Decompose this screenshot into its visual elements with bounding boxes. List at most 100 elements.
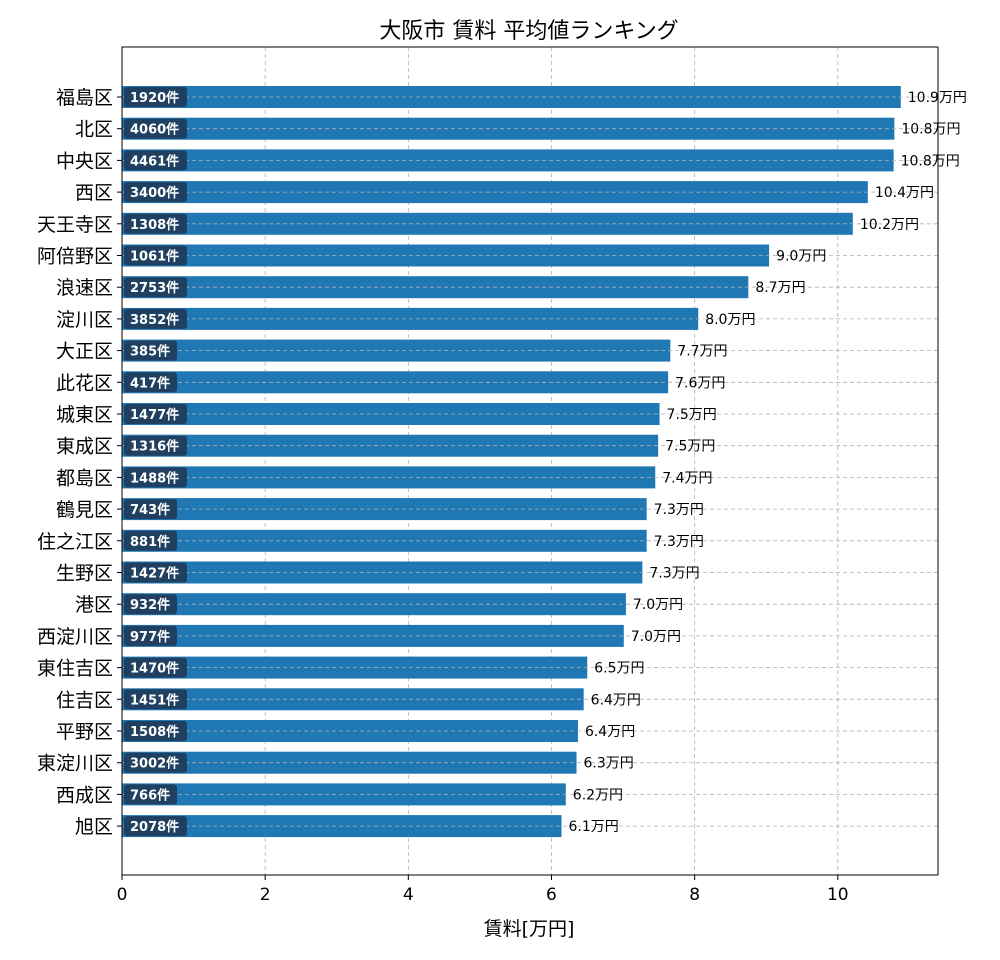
count-label: 881件 xyxy=(130,534,170,550)
y-tick-label: 西淀川区 xyxy=(37,626,113,648)
y-tick-label: 西区 xyxy=(75,182,113,204)
value-label: 7.6万円 xyxy=(675,375,725,391)
y-tick-label: 西成区 xyxy=(56,784,113,806)
value-label: 8.7万円 xyxy=(755,280,805,296)
count-badge xyxy=(124,277,187,298)
count-label: 932件 xyxy=(130,597,170,613)
count-label: 4461件 xyxy=(130,153,179,169)
y-tick-label: 城東区 xyxy=(56,404,113,426)
value-label: 7.0万円 xyxy=(631,629,681,645)
value-label: 6.3万円 xyxy=(584,756,634,772)
x-axis-ticks: 0 2 4 6 8 10 xyxy=(117,875,849,905)
count-badge xyxy=(124,784,177,805)
value-label: 6.4万円 xyxy=(591,692,641,708)
x-tick-label: 6 xyxy=(546,885,557,905)
value-label: 7.3万円 xyxy=(654,534,704,550)
y-tick-label: 旭区 xyxy=(75,816,113,838)
count-label: 3852件 xyxy=(130,312,179,328)
count-badge xyxy=(124,372,177,393)
x-tick-label: 0 xyxy=(117,885,128,905)
value-label: 6.5万円 xyxy=(594,661,644,677)
y-tick-label: 住吉区 xyxy=(56,689,113,711)
count-badge xyxy=(124,118,187,139)
y-tick-label: 住之江区 xyxy=(37,531,113,553)
value-label: 10.8万円 xyxy=(901,122,960,138)
value-label: 7.3万円 xyxy=(654,502,704,518)
count-badge xyxy=(124,721,187,741)
count-badge xyxy=(124,182,187,203)
value-label: 7.7万円 xyxy=(677,344,727,360)
x-tick-label: 10 xyxy=(827,885,849,905)
value-label: 7.0万円 xyxy=(633,597,683,613)
count-label: 1061件 xyxy=(130,249,179,265)
x-tick-label: 4 xyxy=(403,885,414,905)
y-tick-label: 東成区 xyxy=(56,436,113,458)
bar xyxy=(122,688,584,711)
value-label: 8.0万円 xyxy=(705,312,755,328)
count-badge xyxy=(124,150,187,171)
bar xyxy=(122,624,624,647)
x-tick-label: 8 xyxy=(689,885,700,905)
value-label: 9.0万円 xyxy=(776,249,826,265)
count-badge xyxy=(124,404,187,424)
y-tick-label: 此花区 xyxy=(56,372,113,394)
y-tick-label: 東淀川区 xyxy=(37,753,113,775)
value-label: 7.5万円 xyxy=(665,439,715,455)
count-badge xyxy=(124,752,187,773)
bar xyxy=(122,86,901,108)
value-label: 10.2万円 xyxy=(860,217,919,233)
value-label: 6.2万円 xyxy=(573,787,623,803)
y-axis-ticks: 福島区北区中央区西区天王寺区阿倍野区浪速区淀川区大正区此花区城東区東成区都島区鶴… xyxy=(37,87,122,838)
count-label: 1308件 xyxy=(130,217,179,233)
count-badge xyxy=(124,87,187,107)
y-tick-label: 天王寺区 xyxy=(37,214,113,236)
y-tick-label: 浪速区 xyxy=(56,277,113,299)
y-tick-label: 生野区 xyxy=(56,563,113,585)
count-badge xyxy=(124,530,177,551)
y-tick-label: 北区 xyxy=(75,119,113,141)
count-badge xyxy=(124,245,187,266)
count-label: 766件 xyxy=(130,787,170,803)
count-badge xyxy=(124,689,187,710)
count-badge xyxy=(124,213,187,234)
bars: 1920件 10.9万円 4060件 10.8万円 4461件 10.8万円 3400件 10… xyxy=(122,86,967,838)
count-label: 1427件 xyxy=(130,566,179,582)
count-label: 417件 xyxy=(130,375,170,391)
y-tick-label: 平野区 xyxy=(56,721,113,743)
count-label: 1316件 xyxy=(130,439,179,455)
count-label: 2753件 xyxy=(130,280,179,296)
value-label: 10.8万円 xyxy=(901,153,960,169)
count-badge xyxy=(124,816,187,837)
count-badge xyxy=(124,562,187,583)
y-tick-label: 阿倍野区 xyxy=(37,246,113,268)
value-label: 7.3万円 xyxy=(649,566,699,582)
y-tick-label: 都島区 xyxy=(56,467,113,489)
count-badge xyxy=(124,340,177,361)
count-badge xyxy=(124,594,177,615)
value-label: 6.1万円 xyxy=(568,819,618,835)
count-label: 385件 xyxy=(130,344,170,360)
x-tick-label: 2 xyxy=(260,885,271,905)
value-label: 10.4万円 xyxy=(875,185,934,201)
y-tick-label: 大正区 xyxy=(56,341,113,363)
count-badge xyxy=(124,657,187,678)
count-label: 1488件 xyxy=(130,470,179,486)
count-label: 1451件 xyxy=(130,692,179,708)
y-tick-label: 港区 xyxy=(75,594,113,616)
count-label: 1470件 xyxy=(130,661,179,677)
bar xyxy=(122,593,626,616)
y-tick-label: 中央区 xyxy=(56,150,113,172)
y-tick-label: 鶴見区 xyxy=(56,499,113,521)
count-badge xyxy=(124,499,177,520)
count-label: 1920件 xyxy=(130,90,179,106)
count-label: 3400件 xyxy=(130,185,179,201)
y-tick-label: 福島区 xyxy=(56,87,113,109)
count-label: 743件 xyxy=(130,502,170,518)
value-label: 7.5万円 xyxy=(667,407,717,423)
count-label: 977件 xyxy=(130,629,170,645)
bar xyxy=(122,783,566,806)
count-label: 4060件 xyxy=(130,122,179,138)
value-label: 10.9万円 xyxy=(908,90,967,106)
count-label: 1508件 xyxy=(130,724,179,740)
